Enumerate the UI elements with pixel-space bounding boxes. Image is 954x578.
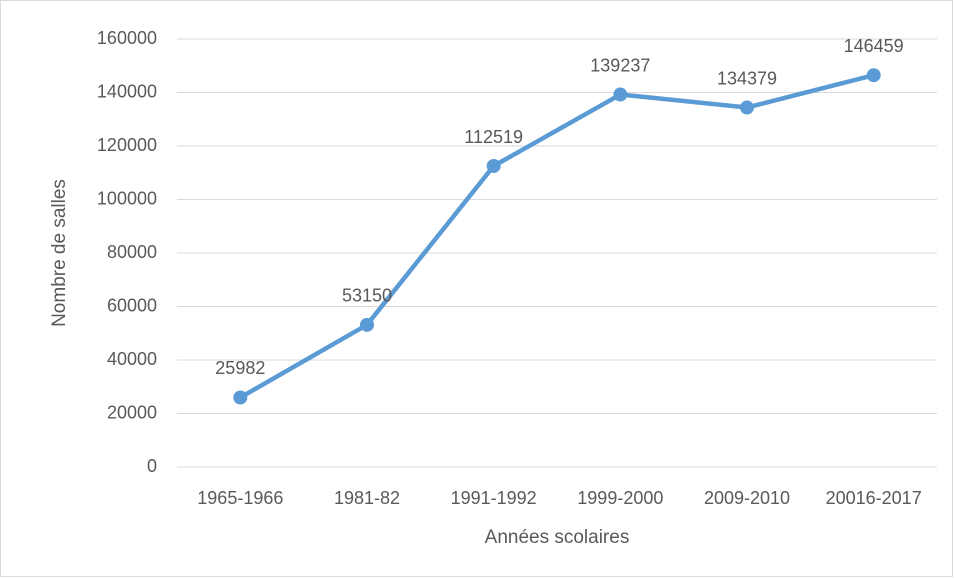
x-tick-label: 1991-1992 (451, 488, 537, 508)
point (866, 68, 881, 83)
y-tick-label: 140000 (97, 81, 157, 101)
line (239, 73, 875, 400)
y-tick-label: 120000 (97, 135, 157, 155)
data-label: 139237 (590, 55, 650, 75)
x-tick-label: 1965-1966 (197, 488, 283, 508)
y-tick-label: 20000 (107, 402, 157, 422)
x-axis-label: Années scolaires (485, 527, 630, 548)
point (233, 390, 248, 405)
x-tick-label: 20016-2017 (826, 488, 922, 508)
point (486, 159, 501, 174)
data-label: 134379 (717, 68, 777, 88)
x-tick-label: 1999-2000 (577, 488, 663, 508)
x-tick-label: 1981-82 (334, 488, 400, 508)
y-axis-label: Nombre de salles (49, 179, 70, 327)
y-tick-label: 0 (147, 456, 157, 476)
x-tick-label: 2009-2010 (704, 488, 790, 508)
y-tick-label: 60000 (107, 295, 157, 315)
point (740, 100, 754, 115)
y-tick-label: 80000 (107, 242, 157, 262)
point (613, 87, 628, 102)
data-label: 25982 (215, 358, 265, 378)
y-tick-label: 100000 (97, 188, 157, 208)
data-label: 146459 (844, 36, 904, 56)
data-label: 53150 (342, 286, 392, 306)
point (360, 317, 374, 332)
y-tick-label: 40000 (107, 349, 157, 369)
data-label: 112519 (464, 127, 523, 147)
y-tick-label: 160000 (97, 28, 157, 48)
